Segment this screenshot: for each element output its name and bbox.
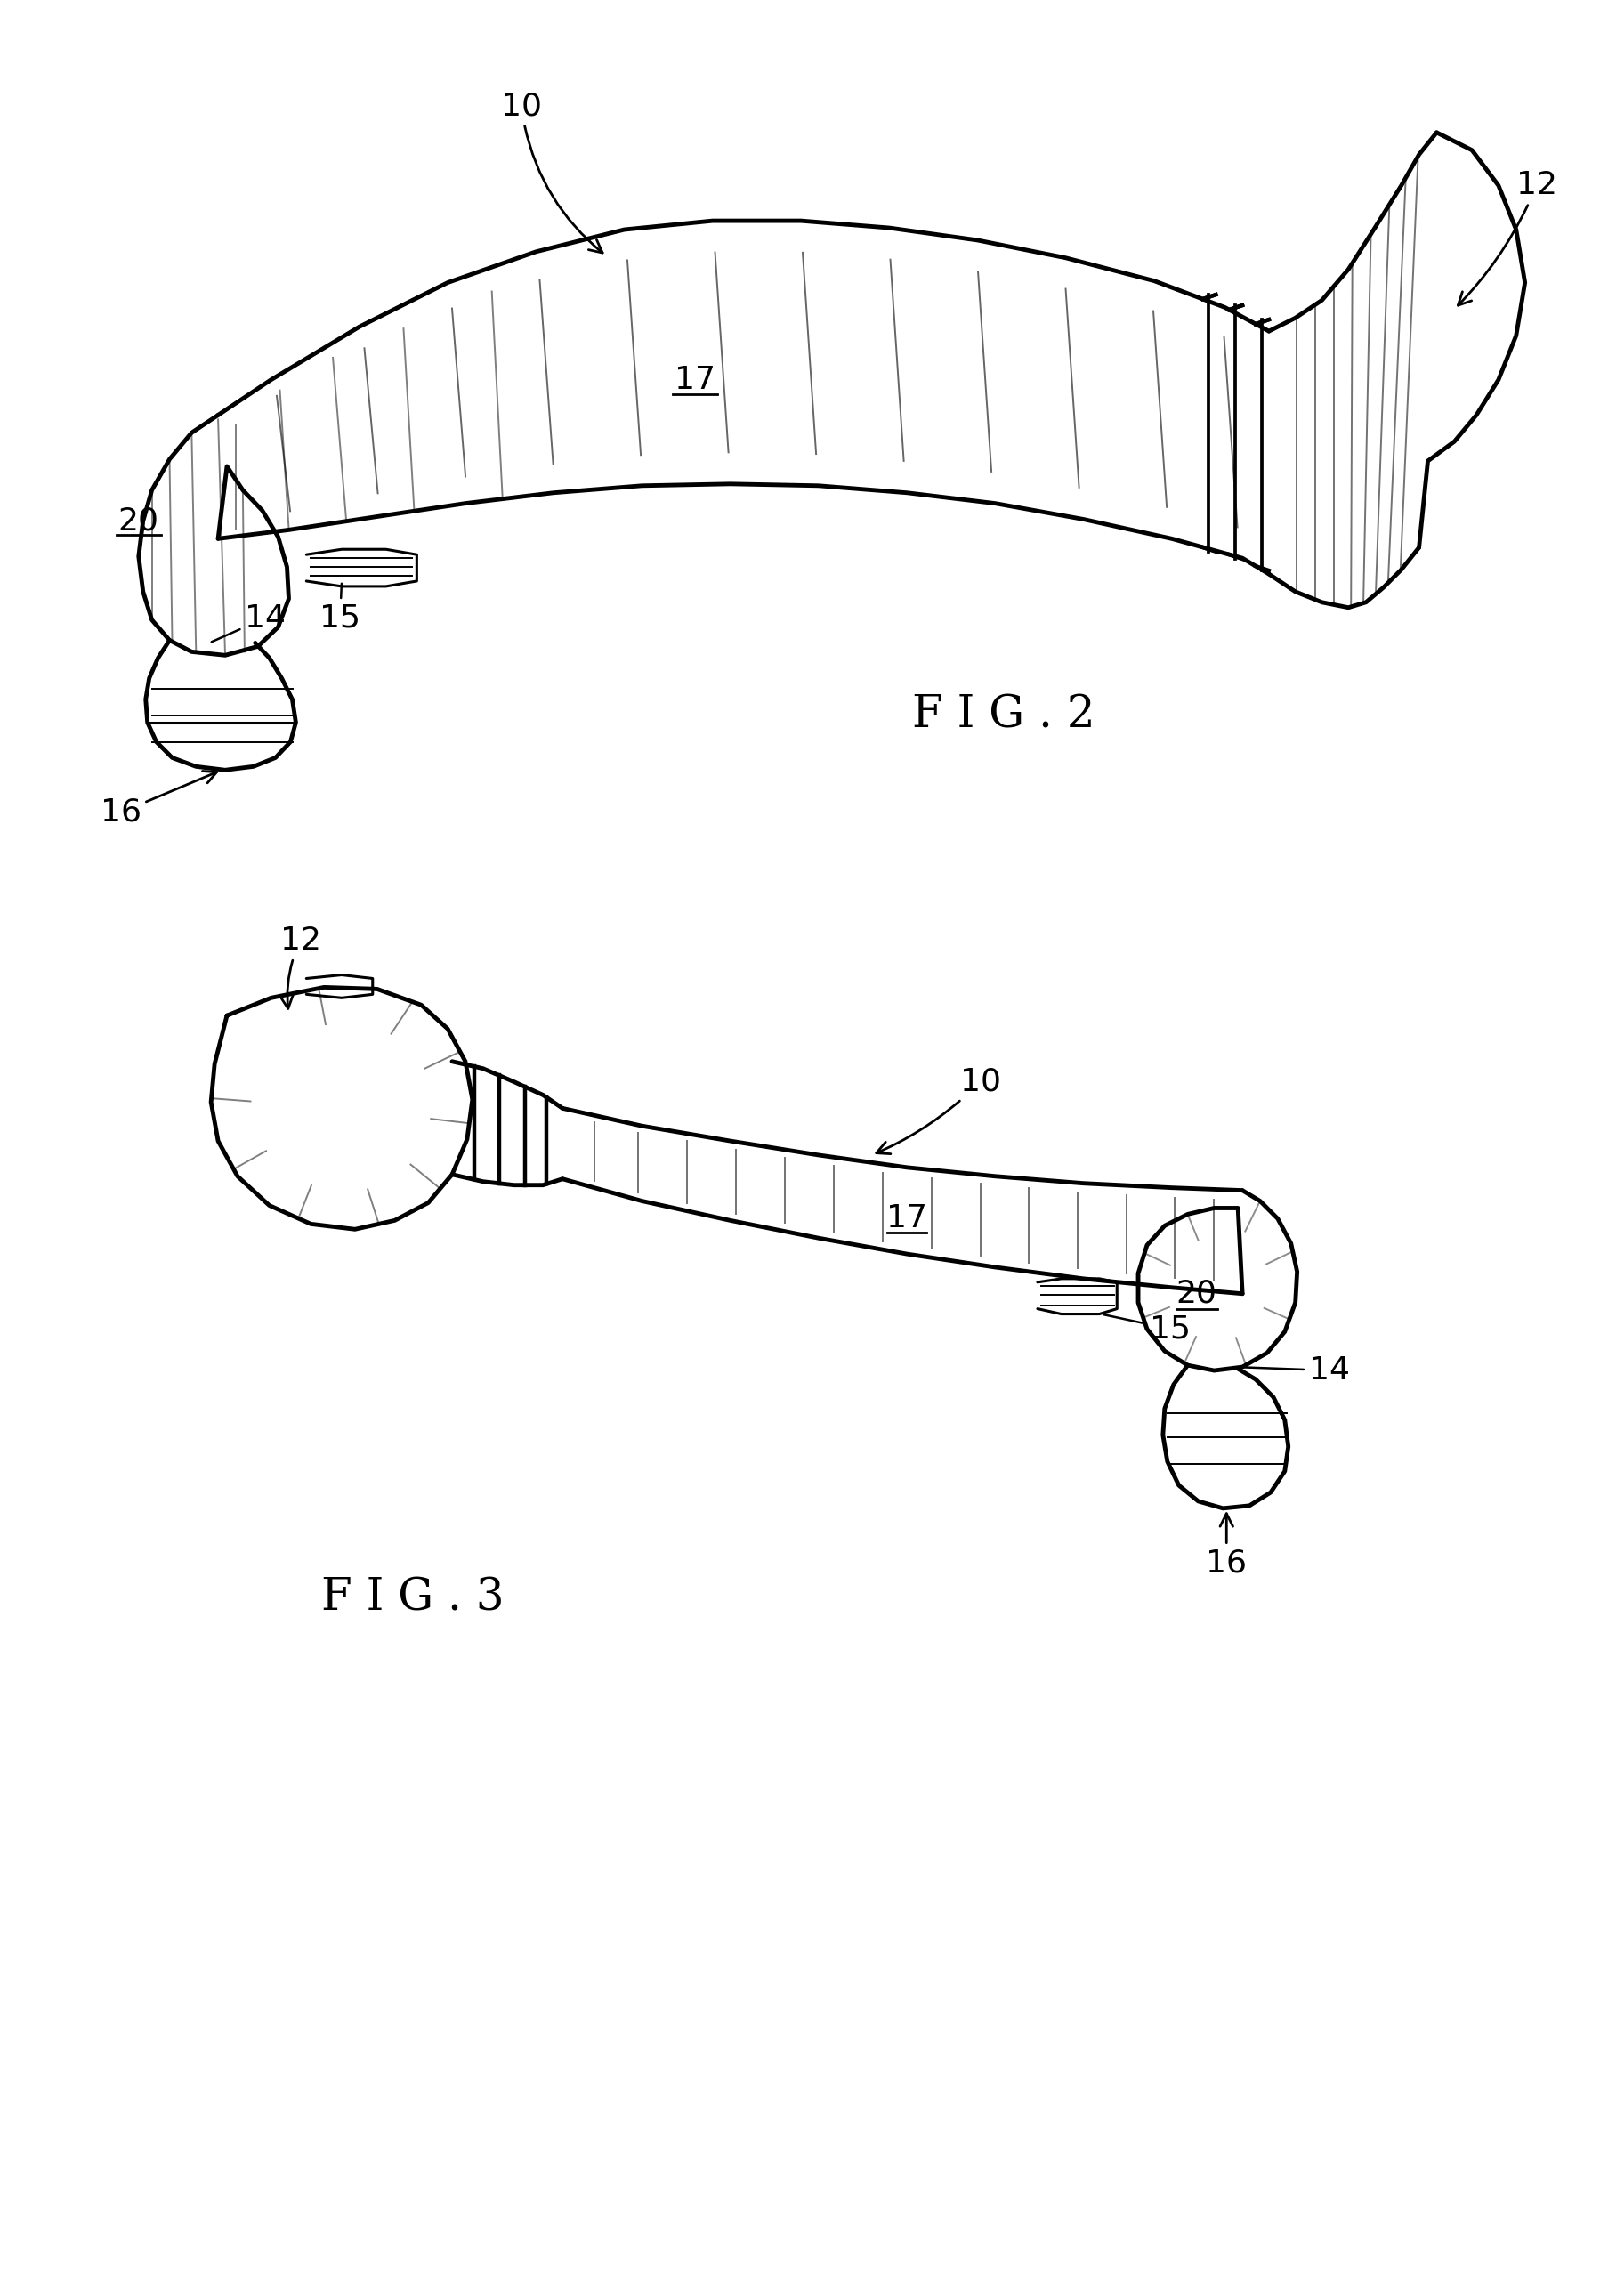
Text: F I G . 2: F I G . 2 <box>912 693 1094 737</box>
Text: 10: 10 <box>501 92 602 253</box>
Text: 16: 16 <box>101 771 216 827</box>
Text: 15: 15 <box>320 583 360 634</box>
Text: 14: 14 <box>1237 1355 1349 1384</box>
Text: 16: 16 <box>1205 1513 1246 1577</box>
Text: 10: 10 <box>875 1068 1000 1155</box>
Text: 12: 12 <box>280 925 320 1008</box>
Text: 15: 15 <box>1102 1313 1190 1343</box>
Text: 17: 17 <box>886 1203 926 1233</box>
Text: 12: 12 <box>1458 170 1557 305</box>
Text: 17: 17 <box>674 365 715 395</box>
Text: 20: 20 <box>118 505 158 537</box>
Text: 14: 14 <box>211 604 285 643</box>
Text: F I G . 3: F I G . 3 <box>320 1577 504 1621</box>
Text: 20: 20 <box>1176 1279 1216 1309</box>
